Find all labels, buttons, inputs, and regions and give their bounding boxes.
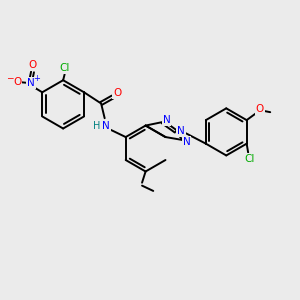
- Text: O: O: [13, 77, 21, 87]
- Text: −: −: [6, 74, 13, 83]
- Text: N: N: [163, 115, 171, 125]
- Text: H: H: [93, 121, 100, 130]
- Text: +: +: [33, 74, 40, 83]
- Text: N: N: [177, 126, 185, 136]
- Text: Cl: Cl: [245, 154, 255, 164]
- Text: O: O: [28, 60, 37, 70]
- Text: O: O: [256, 104, 264, 114]
- Text: N: N: [102, 121, 110, 130]
- Text: Cl: Cl: [59, 63, 70, 74]
- Text: O: O: [113, 88, 122, 98]
- Text: N: N: [27, 78, 35, 88]
- Text: N: N: [183, 137, 190, 147]
